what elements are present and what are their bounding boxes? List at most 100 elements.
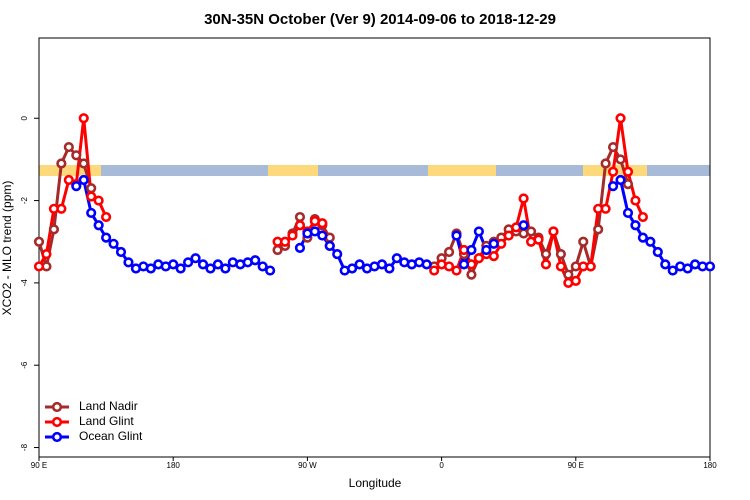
data-point [615,174,626,186]
data-point [630,220,641,231]
data-point [570,275,581,286]
data-point [578,236,589,247]
data-point [607,141,619,153]
data-point [265,265,276,276]
y-tick-label: -8 [20,443,29,451]
data-point [443,261,455,272]
data-point [41,248,52,260]
x-tick-label: 90 E [31,461,47,470]
data-point [279,236,291,247]
data-point [33,236,45,247]
data-point [458,259,470,270]
data-point [704,261,716,272]
data-point [533,234,544,245]
data-point [376,259,388,270]
legend-label: Ocean Glint [79,429,143,443]
data-point [660,259,671,270]
data-point [190,253,201,264]
data-point [645,236,656,247]
data-point [63,141,74,153]
data-point [115,246,127,258]
data-point [145,263,156,274]
data-point [294,211,306,223]
x-axis-label: Longitude [349,476,402,490]
x-tick-label: 180 [167,461,181,470]
data-point [488,238,499,249]
data-point [667,265,678,276]
data-point [93,195,104,206]
data-point [518,193,529,204]
data-point [212,259,224,270]
legend-marker [51,416,63,428]
data-point [637,211,649,223]
data-point [555,248,566,260]
data-point [473,226,484,237]
data-point [78,113,89,124]
legend-marker [51,401,63,413]
ocean-band [39,165,710,176]
data-point [585,261,596,272]
data-point [466,269,477,280]
data-point [100,211,112,223]
y-axis-label: XCO2 - MLO trend (ppm) [0,181,14,316]
data-point [622,166,634,177]
data-point [607,166,619,177]
data-point [183,257,194,268]
data-point [481,244,492,256]
y-tick-label: -2 [20,196,29,204]
data-point [548,226,559,237]
data-point [168,259,179,270]
data-point [56,203,67,214]
data-point [354,259,365,270]
x-tick-label: 90 E [568,461,584,470]
data-point [600,203,611,214]
data-point [309,226,320,237]
data-point [347,263,358,274]
land-band [39,165,101,176]
data-point [421,259,432,270]
data-point [652,246,663,258]
data-point [324,240,335,251]
data-point [518,220,529,231]
data-point [630,195,641,206]
data-point [555,261,566,272]
data-point [123,257,134,268]
data-point [78,158,89,169]
data-point [443,246,455,258]
data-point [540,248,552,260]
y-tick-label: -4 [20,279,29,287]
data-point [220,263,231,274]
data-point [71,150,82,161]
data-point [287,230,298,241]
data-point [384,263,395,274]
data-point [466,244,477,256]
data-point [563,269,574,280]
legend-label: Land Glint [79,414,134,428]
data-point [488,251,499,262]
data-point [332,248,343,260]
data-point [294,220,306,231]
data-point [615,154,626,165]
data-point [525,226,537,237]
chart-title: 30N-35N October (Ver 9) 2014-09-06 to 20… [204,11,556,28]
data-point [48,224,60,235]
data-point [56,158,67,169]
legend-marker [51,431,63,443]
data-point [205,263,216,274]
data-point [622,179,634,190]
land-band [268,165,318,176]
data-point [78,174,89,186]
data-point [257,261,268,272]
data-point [451,230,462,241]
y-tick-label: 0 [20,115,29,120]
data-point [391,253,402,264]
x-tick-label: 180 [703,461,717,470]
data-point [593,224,604,235]
data-point [682,263,693,274]
data-point [451,265,462,276]
land-band [428,165,496,176]
data-point [86,183,97,194]
data-point [607,181,619,192]
data-point [86,207,97,219]
